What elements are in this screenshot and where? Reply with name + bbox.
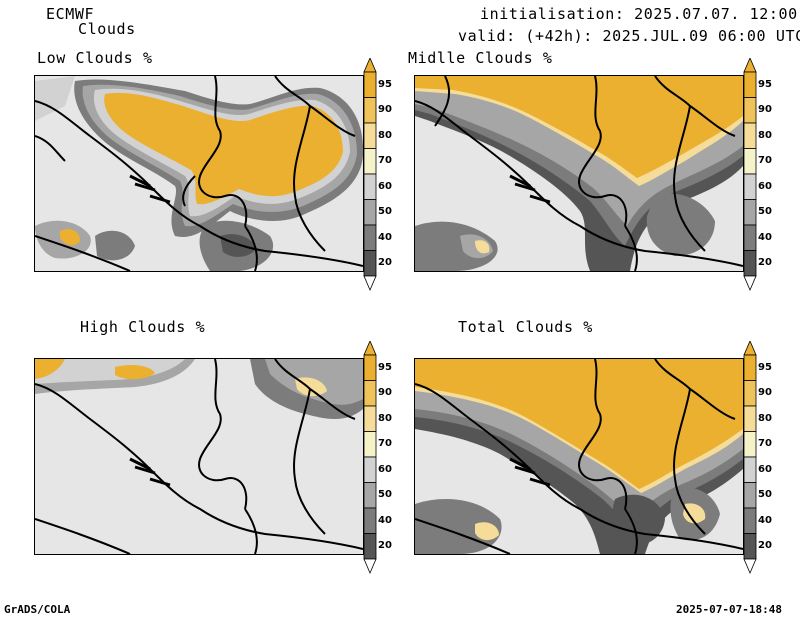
panel-title-high: High Clouds % bbox=[80, 318, 206, 336]
colorbar-tick-label: 90 bbox=[378, 104, 392, 116]
colorbar-tick-label: 40 bbox=[758, 231, 772, 243]
middle-clouds-map bbox=[414, 75, 744, 272]
colorbar-tick-label: 40 bbox=[378, 231, 392, 243]
colorbar-segment-80 bbox=[743, 122, 757, 149]
colorbar-segment-20 bbox=[363, 250, 377, 277]
colorbar-tick-label: 40 bbox=[378, 514, 392, 526]
colorbar-tick-label: 50 bbox=[378, 206, 392, 218]
colorbar-tick-label: 20 bbox=[758, 540, 772, 552]
colorbar-segment-50 bbox=[743, 199, 757, 226]
colorbar-segment-95 bbox=[743, 71, 757, 98]
panel-title-middle: Midlle Clouds % bbox=[408, 49, 553, 67]
colorbar-tick-label: 80 bbox=[378, 412, 392, 424]
low-clouds-field bbox=[35, 76, 363, 271]
colorbar-segment-20 bbox=[743, 250, 757, 277]
colorbar-tick-label: 70 bbox=[758, 438, 772, 450]
colorbar-total: 95 90 80 70 60 50 40 20 bbox=[742, 341, 784, 575]
colorbar-tick-label: 50 bbox=[378, 489, 392, 501]
colorbar-segment-40 bbox=[743, 224, 757, 251]
colorbar-segment-20 bbox=[743, 533, 757, 560]
colorbar-tick-label: 90 bbox=[378, 387, 392, 399]
colorbar-tick-label: 70 bbox=[378, 438, 392, 450]
colorbar-top-arrow bbox=[743, 341, 757, 356]
colorbar-tick-label: 95 bbox=[758, 78, 772, 90]
high-clouds-field bbox=[35, 359, 363, 554]
colorbar-segment-50 bbox=[363, 199, 377, 226]
colorbar-tick-label: 95 bbox=[378, 78, 392, 90]
init-time: initialisation: 2025.07.07. 12:00 UTC bbox=[480, 5, 800, 23]
colorbar-segment-50 bbox=[743, 482, 757, 509]
colorbar-segment-90 bbox=[743, 380, 757, 407]
colorbar-tick-label: 50 bbox=[758, 206, 772, 218]
colorbar-tick-label: 80 bbox=[758, 412, 772, 424]
colorbar-tick-label: 60 bbox=[758, 463, 772, 475]
colorbar-bottom-arrow bbox=[363, 275, 377, 292]
colorbar-top-arrow bbox=[743, 58, 757, 73]
total-clouds-field bbox=[415, 359, 743, 554]
colorbar-tick-label: 20 bbox=[378, 257, 392, 269]
colorbar-graphic bbox=[363, 341, 377, 575]
colorbar-segment-50 bbox=[363, 482, 377, 509]
colorbar-tick-label: 40 bbox=[758, 514, 772, 526]
colorbar-tick-label: 50 bbox=[758, 489, 772, 501]
colorbar-segment-60 bbox=[363, 456, 377, 483]
total-clouds-map bbox=[414, 358, 744, 555]
colorbar-segment-90 bbox=[363, 380, 377, 407]
colorbar-tick-label: 70 bbox=[378, 155, 392, 167]
colorbar-segment-60 bbox=[363, 173, 377, 200]
colorbar-segment-70 bbox=[363, 431, 377, 458]
colorbar-tick-label: 20 bbox=[758, 257, 772, 269]
colorbar-tick-label: 60 bbox=[758, 180, 772, 192]
colorbar-segment-95 bbox=[743, 354, 757, 381]
footer-credit: GrADS/COLA bbox=[4, 603, 71, 616]
colorbar-segment-60 bbox=[743, 173, 757, 200]
colorbar-tick-label: 90 bbox=[758, 104, 772, 116]
colorbar-tick-label: 90 bbox=[758, 387, 772, 399]
colorbar-segment-70 bbox=[363, 148, 377, 175]
colorbar-tick-label: 95 bbox=[378, 361, 392, 373]
colorbar-graphic bbox=[743, 341, 757, 575]
colorbar-segment-95 bbox=[363, 354, 377, 381]
colorbar-top-arrow bbox=[363, 58, 377, 73]
middle-clouds-field bbox=[415, 76, 743, 271]
colorbar-tick-label: 70 bbox=[758, 155, 772, 167]
colorbar-segment-60 bbox=[743, 456, 757, 483]
colorbar-segment-95 bbox=[363, 71, 377, 98]
colorbar-tick-label: 60 bbox=[378, 180, 392, 192]
colorbar-segment-80 bbox=[363, 122, 377, 149]
low-clouds-map bbox=[34, 75, 364, 272]
panel-title-total: Total Clouds % bbox=[458, 318, 593, 336]
valid-time: valid: (+42h): 2025.JUL.09 06:00 UTC bbox=[458, 27, 800, 45]
colorbar-segment-90 bbox=[363, 97, 377, 124]
colorbar-tick-label: 95 bbox=[758, 361, 772, 373]
product-label: Clouds bbox=[78, 20, 136, 38]
colorbar-segment-40 bbox=[363, 507, 377, 534]
colorbar-segment-40 bbox=[363, 224, 377, 251]
colorbar-low: 95 90 80 70 60 50 40 20 bbox=[362, 58, 404, 292]
colorbar-top-arrow bbox=[363, 341, 377, 356]
colorbar-tick-label: 80 bbox=[378, 129, 392, 141]
colorbar-tick-label: 20 bbox=[378, 540, 392, 552]
footer-timestamp: 2025-07-07-18:48 bbox=[676, 603, 782, 616]
high-clouds-map bbox=[34, 358, 364, 555]
model-label: ECMWF bbox=[46, 5, 95, 23]
colorbar-segment-80 bbox=[363, 405, 377, 432]
colorbar-high: 95 90 80 70 60 50 40 20 bbox=[362, 341, 404, 575]
colorbar-segment-70 bbox=[743, 148, 757, 175]
colorbar-segment-20 bbox=[363, 533, 377, 560]
colorbar-graphic bbox=[363, 58, 377, 292]
colorbar-bottom-arrow bbox=[363, 558, 377, 575]
colorbar-bottom-arrow bbox=[743, 558, 757, 575]
colorbar-middle: 95 90 80 70 60 50 40 20 bbox=[742, 58, 784, 292]
colorbar-bottom-arrow bbox=[743, 275, 757, 292]
colorbar-segment-40 bbox=[743, 507, 757, 534]
panel-title-low: Low Clouds % bbox=[37, 49, 153, 67]
colorbar-segment-90 bbox=[743, 97, 757, 124]
colorbar-tick-label: 80 bbox=[758, 129, 772, 141]
colorbar-tick-label: 60 bbox=[378, 463, 392, 475]
colorbar-segment-70 bbox=[743, 431, 757, 458]
colorbar-segment-80 bbox=[743, 405, 757, 432]
colorbar-graphic bbox=[743, 58, 757, 292]
